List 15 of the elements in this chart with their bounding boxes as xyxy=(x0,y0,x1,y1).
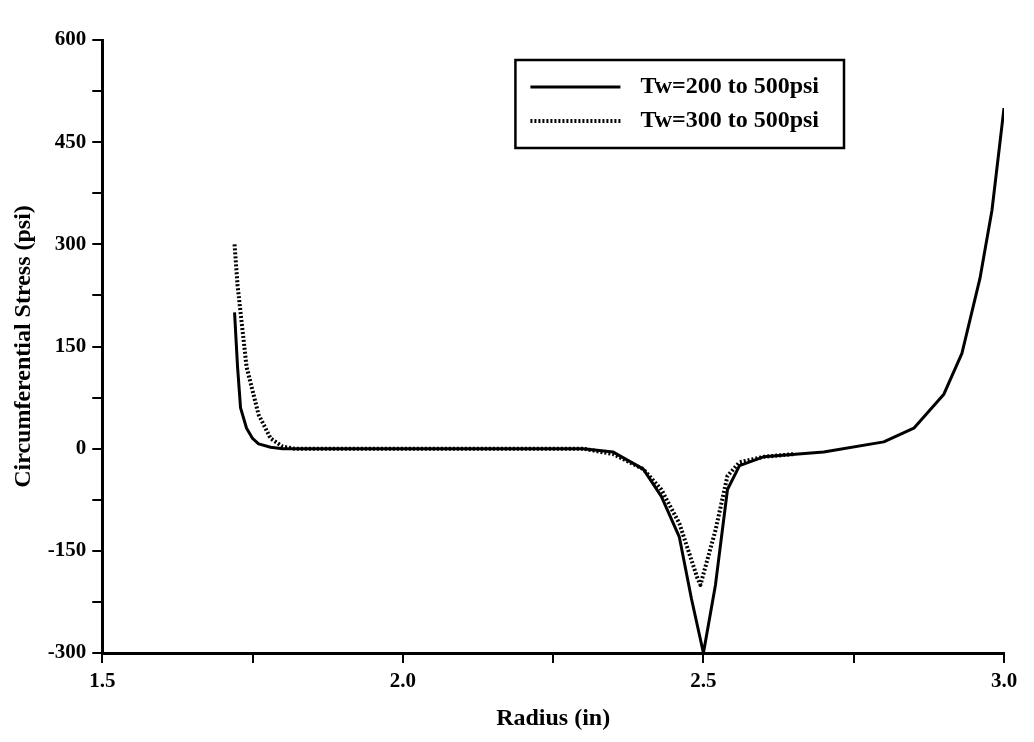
legend-label: Tw=200 to 500psi xyxy=(640,72,820,99)
y-tick-label: 300 xyxy=(54,230,87,255)
y-tick-label: -300 xyxy=(47,639,87,664)
x-tick-label: 3.0 xyxy=(990,668,1018,693)
x-tick-label: 1.5 xyxy=(89,668,116,693)
y-tick-label: 600 xyxy=(54,26,87,51)
y-tick-label: 0 xyxy=(75,435,87,460)
y-tick-label: 150 xyxy=(54,332,87,357)
legend-label: Tw=300 to 500psi xyxy=(640,106,820,133)
x-axis-title: Radius (in) xyxy=(496,703,611,730)
x-tick-label: 2.5 xyxy=(690,668,717,693)
x-tick-label: 2.0 xyxy=(389,668,416,693)
y-tick-label: 450 xyxy=(54,128,87,153)
y-axis-title: Circumferential Stress (psi) xyxy=(8,205,35,488)
y-tick-label: -150 xyxy=(47,537,87,562)
